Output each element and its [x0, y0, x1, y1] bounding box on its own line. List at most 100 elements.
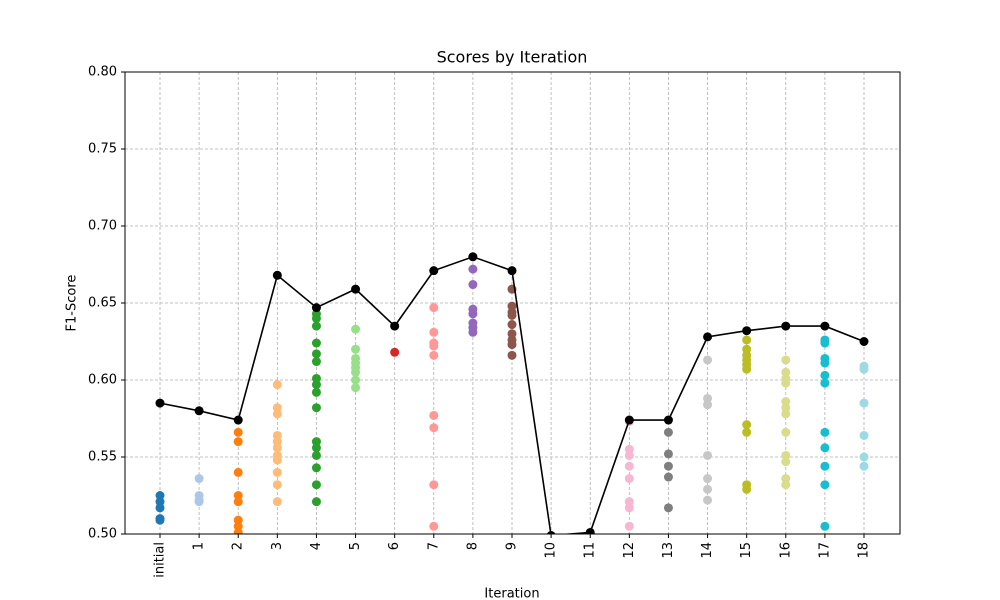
max-marker [781, 321, 791, 331]
data-point [272, 455, 282, 465]
data-point [272, 380, 282, 390]
data-point [429, 350, 439, 360]
data-point [781, 397, 791, 407]
data-point [311, 403, 321, 413]
y-tick-label: 0.55 [88, 450, 117, 465]
data-point [781, 450, 791, 460]
max-marker [468, 252, 478, 262]
data-point [820, 443, 830, 453]
x-tick-label: 18 [857, 542, 872, 559]
data-point [781, 355, 791, 365]
data-point [272, 430, 282, 440]
data-point [194, 497, 204, 507]
data-point [742, 484, 752, 494]
data-point [742, 427, 752, 437]
data-point [859, 452, 869, 462]
data-point [311, 313, 321, 323]
data-point [781, 378, 791, 388]
data-point [311, 338, 321, 348]
data-point [233, 521, 243, 531]
data-point [272, 443, 282, 453]
data-point [311, 437, 321, 447]
y-tick-label: 0.75 [88, 142, 117, 157]
y-axis-label: F1-Score [65, 275, 80, 332]
x-tick-label: initial [153, 542, 168, 578]
data-point [194, 474, 204, 484]
x-axis-label: Iteration [484, 587, 539, 600]
data-point [155, 491, 165, 500]
data-point [233, 497, 243, 507]
max-marker [351, 284, 361, 294]
max-marker [194, 406, 204, 416]
data-point [859, 398, 869, 408]
data-point [429, 480, 439, 490]
data-point [272, 403, 282, 413]
data-point [703, 495, 713, 505]
y-tick-label: 0.60 [88, 373, 117, 388]
data-point [820, 338, 830, 348]
data-point [663, 472, 673, 482]
data-point [663, 503, 673, 513]
x-tick-label: 7 [426, 542, 441, 550]
x-tick-label: 3 [270, 542, 285, 550]
plot-area [155, 252, 869, 534]
data-point [507, 310, 517, 320]
data-point [272, 480, 282, 490]
data-point [311, 349, 321, 359]
data-point [781, 409, 791, 419]
max-marker [585, 527, 595, 534]
data-point [272, 437, 282, 447]
data-point [429, 327, 439, 337]
data-point [781, 474, 791, 484]
x-tick-label: 6 [387, 542, 402, 550]
x-tick-label: 2 [231, 542, 246, 550]
max-marker [703, 332, 713, 342]
data-point [820, 427, 830, 437]
max-marker [742, 326, 752, 336]
y-tick-label: 0.50 [88, 527, 117, 542]
max-marker [820, 321, 830, 331]
data-point [703, 355, 713, 365]
x-tick-label: 16 [778, 542, 793, 559]
max-marker [507, 266, 517, 276]
data-point [311, 373, 321, 383]
data-point [781, 480, 791, 490]
data-point [311, 357, 321, 367]
data-point [429, 423, 439, 433]
data-point [311, 387, 321, 397]
data-point [703, 474, 713, 484]
data-point [311, 321, 321, 331]
max-marker [546, 531, 556, 534]
data-point [233, 491, 243, 500]
max-marker [429, 266, 439, 276]
max-marker [859, 337, 869, 346]
y-tick-label: 0.80 [88, 65, 117, 80]
data-point [742, 364, 752, 374]
data-point [781, 403, 791, 413]
max-marker [155, 398, 165, 408]
x-tick-label: 11 [583, 542, 598, 559]
max-marker [624, 415, 634, 425]
data-point [742, 335, 752, 345]
x-tick-label: 8 [465, 542, 480, 550]
data-point [624, 497, 634, 507]
x-tick-label: 14 [700, 542, 715, 559]
data-point [233, 527, 243, 534]
data-point [233, 515, 243, 525]
data-point [351, 324, 361, 334]
data-point [859, 461, 869, 471]
y-tick-label: 0.65 [88, 296, 117, 311]
data-point [351, 367, 361, 377]
y-tick-label: 0.70 [88, 219, 117, 234]
data-point [703, 450, 713, 460]
x-tick-label: 5 [348, 542, 363, 550]
data-point [820, 358, 830, 368]
data-point [624, 474, 634, 484]
data-point [507, 320, 517, 330]
x-tick-label: 12 [622, 542, 637, 559]
data-point [311, 380, 321, 390]
data-point [272, 467, 282, 477]
data-point [624, 503, 634, 513]
data-point [351, 375, 361, 385]
